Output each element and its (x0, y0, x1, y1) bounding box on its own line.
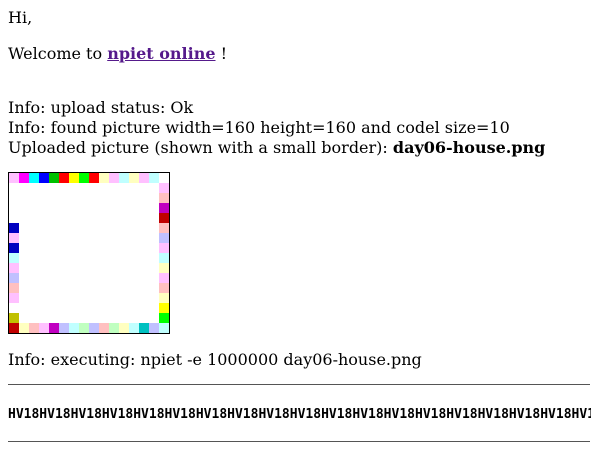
codel (159, 193, 169, 203)
codel (129, 173, 139, 183)
output-top-divider (8, 384, 590, 385)
codel (9, 243, 19, 253)
codel (9, 323, 19, 333)
codel (9, 283, 19, 293)
codel (159, 293, 169, 303)
codel (129, 323, 139, 333)
codel (69, 173, 79, 183)
codel (19, 323, 29, 333)
codel (159, 243, 169, 253)
codel (29, 173, 39, 183)
executing-info: Info: executing: npiet -e 1000000 day06-… (8, 350, 422, 369)
codel (79, 323, 89, 333)
codel (59, 323, 69, 333)
codel (89, 323, 99, 333)
greeting-text: Hi, (8, 8, 33, 27)
uploaded-picture-prefix: Uploaded picture (shown with a small bor… (8, 138, 388, 157)
codel (69, 323, 79, 333)
picture-size-info: Info: found picture width=160 height=160… (8, 118, 510, 137)
codel (49, 173, 59, 183)
uploaded-picture (8, 172, 170, 334)
codel (19, 173, 29, 183)
codel (139, 323, 149, 333)
codel (9, 263, 19, 273)
codel (139, 173, 149, 183)
codel (149, 173, 159, 183)
codel (89, 173, 99, 183)
codel (159, 313, 169, 323)
codel (9, 223, 19, 233)
codel (159, 283, 169, 293)
codel (159, 203, 169, 213)
codel (159, 223, 169, 233)
output-bottom-divider (8, 441, 590, 442)
codel (159, 263, 169, 273)
program-output: HV18HV18HV18HV18HV18HV18HV18HV18HV18HV18… (8, 407, 591, 422)
codel (109, 323, 119, 333)
welcome-line: Welcome to npiet online ! (8, 44, 227, 64)
codel (9, 293, 19, 303)
piet-program-image (9, 173, 169, 333)
codel (9, 173, 19, 183)
uploaded-picture-line: Uploaded picture (shown with a small bor… (8, 138, 545, 158)
codel (9, 273, 19, 283)
codel (39, 323, 49, 333)
codel (39, 173, 49, 183)
codel (159, 213, 169, 223)
codel (119, 173, 129, 183)
codel (159, 323, 169, 333)
codel (149, 323, 159, 333)
codel (9, 253, 19, 263)
codel (9, 233, 19, 243)
welcome-prefix: Welcome to (8, 44, 103, 63)
codel (49, 323, 59, 333)
codel (99, 173, 109, 183)
codel (119, 323, 129, 333)
codel (59, 173, 69, 183)
codel (109, 173, 119, 183)
codel (159, 253, 169, 263)
codel (79, 173, 89, 183)
uploaded-filename: day06-house.png (392, 138, 546, 157)
npiet-online-link[interactable]: npiet online (107, 44, 216, 63)
codel (159, 273, 169, 283)
codel (99, 323, 109, 333)
codel (159, 183, 169, 193)
upload-status-info: Info: upload status: Ok (8, 98, 194, 117)
codel (159, 303, 169, 313)
welcome-suffix: ! (220, 44, 228, 63)
codel (9, 313, 19, 323)
codel (29, 323, 39, 333)
codel (159, 233, 169, 243)
